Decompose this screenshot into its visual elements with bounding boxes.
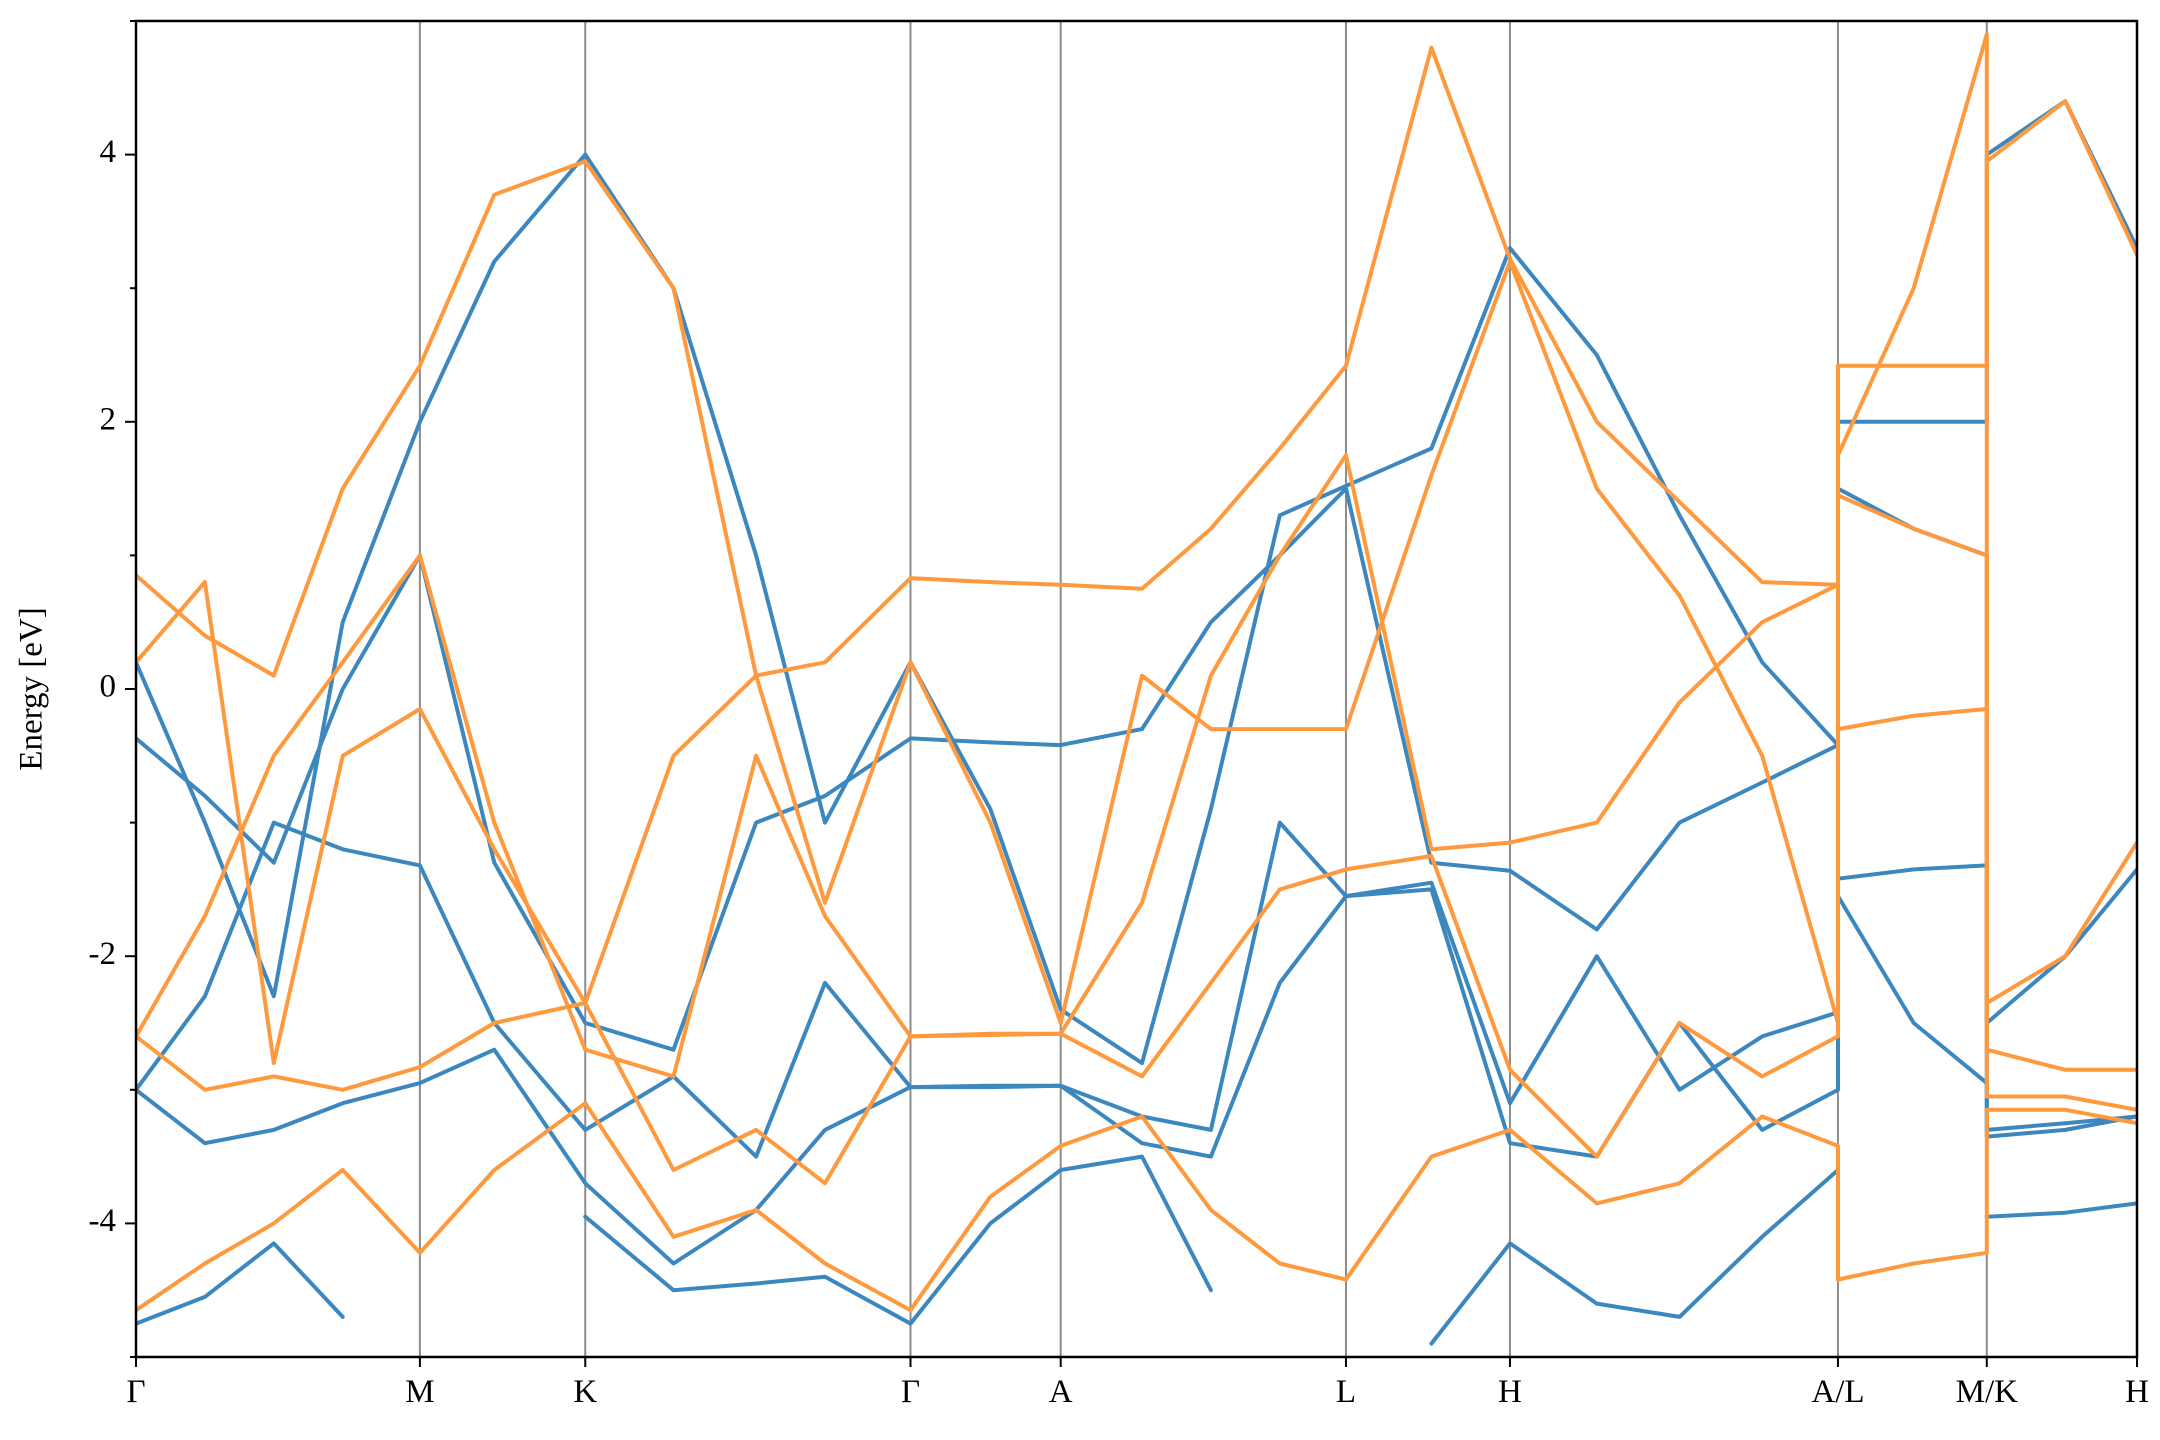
band-line [136, 1154, 2137, 1346]
x-tick-label: M [405, 1374, 434, 1410]
y-tick-label: 0 [100, 669, 117, 705]
x-tick-label: A/L [1811, 1374, 1864, 1410]
band-line [136, 32, 2137, 1066]
x-tick-label: A [1049, 1374, 1073, 1410]
x-tick-label: K [573, 1374, 597, 1410]
band-line [136, 453, 2137, 1079]
y-tick-label: -4 [89, 1203, 117, 1239]
band-line [136, 820, 2137, 1159]
x-tick-label: M/K [1956, 1374, 2019, 1410]
y-axis-label: Energy [eV] [14, 607, 50, 770]
band-line [136, 887, 2137, 1266]
band-line [136, 486, 2137, 1052]
x-tick-label: Γ [126, 1374, 145, 1410]
axes: Γ M K Γ A L H A/L M/K H -4 -2 0 2 4 [89, 19, 2149, 1410]
band-line [136, 45, 2137, 678]
x-tick-label: H [2125, 1374, 2149, 1410]
y-tick-label: -2 [89, 936, 117, 972]
band-line [136, 707, 2137, 1186]
plot-frame [134, 19, 2139, 1359]
x-tick-label: Γ [901, 1374, 920, 1410]
y-tick-label: 2 [100, 401, 117, 437]
bands [136, 32, 2137, 1346]
x-tick-label: L [1336, 1374, 1356, 1410]
band-line [136, 1101, 2137, 1313]
x-tick-label: H [1498, 1374, 1522, 1410]
y-tick-label: 4 [100, 134, 117, 170]
band-line [136, 99, 2137, 1066]
